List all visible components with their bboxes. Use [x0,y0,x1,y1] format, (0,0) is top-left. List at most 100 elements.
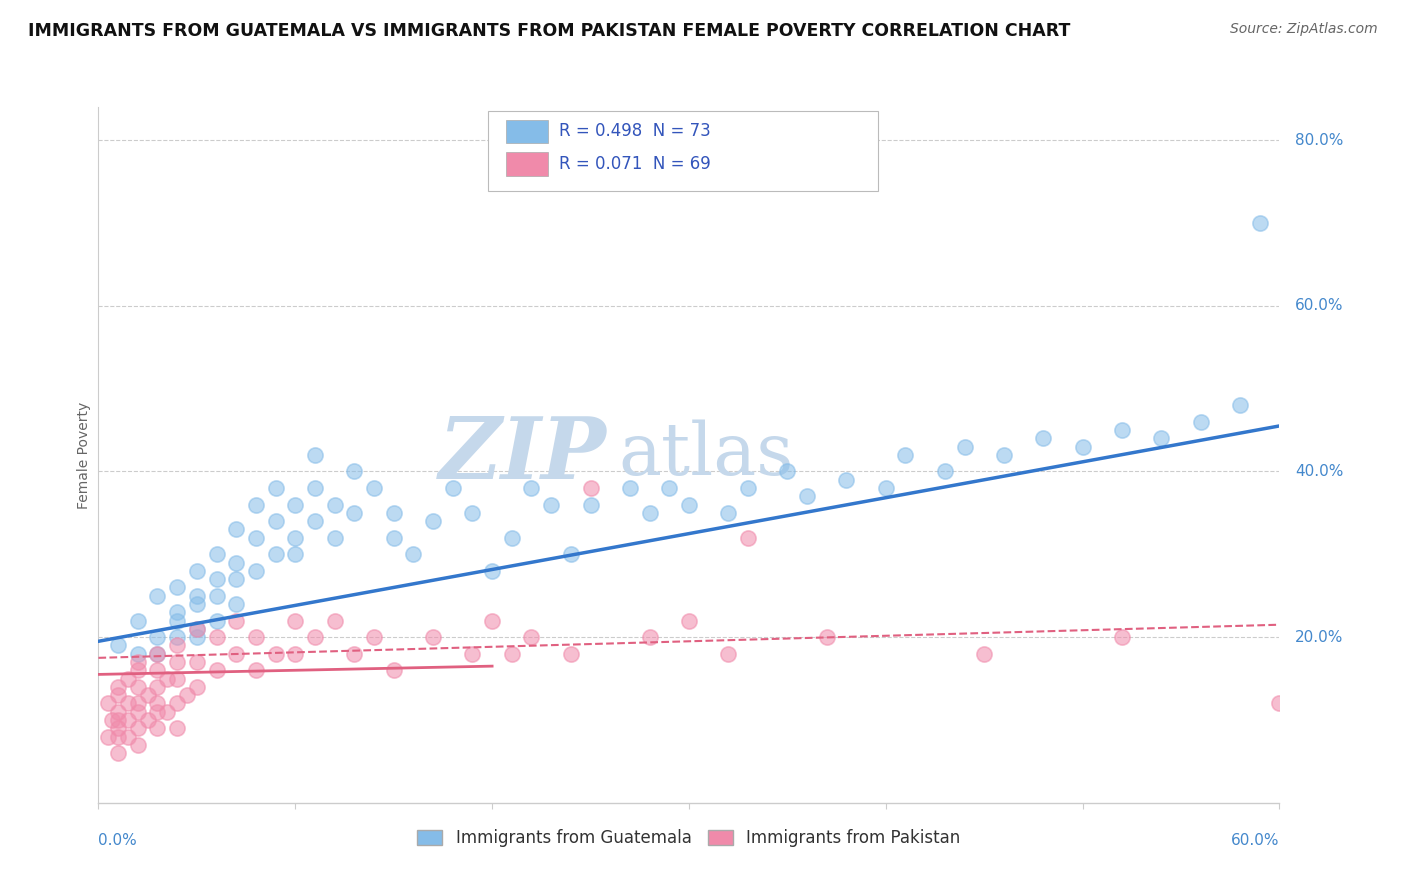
Point [166,697,188,711]
Point [205,589,228,603]
Point [560,547,582,561]
Point [815,630,838,644]
Point [1111,423,1133,437]
Point [146,697,169,711]
Text: R = 0.498  N = 73: R = 0.498 N = 73 [560,122,711,140]
Point [245,531,267,545]
Point [343,465,366,479]
Point [934,465,956,479]
Point [107,680,129,694]
Point [776,465,799,479]
Point [1189,415,1212,429]
Point [146,630,169,644]
Point [107,639,129,653]
Point [101,713,124,727]
Point [166,655,188,669]
Point [835,473,858,487]
Text: 20.0%: 20.0% [1295,630,1344,645]
Point [1249,216,1271,230]
Point [363,481,385,495]
Text: IMMIGRANTS FROM GUATEMALA VS IMMIGRANTS FROM PAKISTAN FEMALE POVERTY CORRELATION: IMMIGRANTS FROM GUATEMALA VS IMMIGRANTS … [28,22,1070,40]
Text: 40.0%: 40.0% [1295,464,1344,479]
Point [186,589,208,603]
Point [1071,440,1094,454]
Point [382,531,405,545]
Text: 80.0%: 80.0% [1295,133,1344,148]
Point [382,506,405,520]
Point [245,564,267,578]
Point [520,481,543,495]
Point [186,564,208,578]
Point [540,498,562,512]
Point [156,672,179,686]
Point [737,481,759,495]
Point [678,614,700,628]
Point [127,647,149,661]
Point [117,730,139,744]
Point [284,498,307,512]
Point [117,697,139,711]
Point [205,572,228,586]
Point [619,481,641,495]
Point [146,721,169,735]
Point [127,614,149,628]
Text: 0.0%: 0.0% [98,832,138,847]
Point [323,531,346,545]
Point [717,506,740,520]
Point [717,647,740,661]
Point [1111,630,1133,644]
Point [107,730,129,744]
Point [117,713,139,727]
Point [579,498,602,512]
Point [146,663,169,677]
Point [146,647,169,661]
Point [156,705,179,719]
FancyBboxPatch shape [488,111,877,191]
Point [638,630,661,644]
Point [461,647,484,661]
Point [993,448,1015,462]
Point [304,514,326,528]
Point [579,481,602,495]
Point [422,514,444,528]
Point [501,531,523,545]
Point [107,705,129,719]
Point [264,481,287,495]
Point [264,514,287,528]
Point [481,614,503,628]
Point [225,572,247,586]
Point [382,663,405,677]
Point [146,647,169,661]
Text: ZIP: ZIP [439,413,606,497]
Point [953,440,976,454]
Point [225,597,247,611]
Point [343,506,366,520]
Point [166,614,188,628]
Point [304,481,326,495]
Point [225,647,247,661]
Point [1032,431,1054,445]
Point [1229,398,1251,412]
Point [402,547,425,561]
Point [127,680,149,694]
Point [875,481,897,495]
Point [127,655,149,669]
Point [186,630,208,644]
Point [127,663,149,677]
Point [520,630,543,644]
Y-axis label: Female Poverty: Female Poverty [77,401,91,508]
Point [245,663,267,677]
Point [186,622,208,636]
Point [363,630,385,644]
Point [146,680,169,694]
Point [127,697,149,711]
Point [136,688,159,702]
Point [97,730,120,744]
Point [127,738,149,752]
Point [136,713,159,727]
Text: Source: ZipAtlas.com: Source: ZipAtlas.com [1230,22,1378,37]
Point [304,630,326,644]
Point [422,630,444,644]
Point [264,647,287,661]
Point [186,655,208,669]
